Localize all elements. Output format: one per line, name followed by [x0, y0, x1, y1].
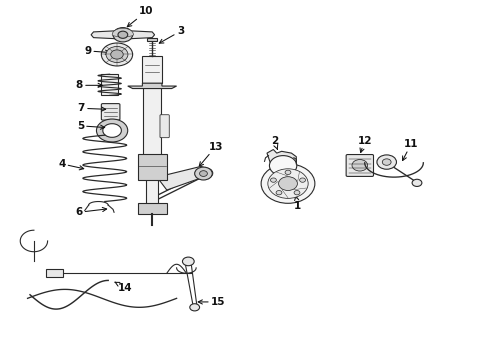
FancyBboxPatch shape [346, 154, 373, 176]
Circle shape [182, 257, 194, 266]
FancyBboxPatch shape [143, 56, 162, 83]
FancyBboxPatch shape [147, 178, 158, 205]
Text: 5: 5 [77, 121, 105, 131]
Text: 8: 8 [76, 80, 102, 90]
FancyBboxPatch shape [138, 203, 167, 214]
Text: 7: 7 [77, 103, 106, 113]
FancyBboxPatch shape [160, 115, 169, 138]
Circle shape [106, 46, 128, 63]
Circle shape [190, 304, 199, 311]
Text: 9: 9 [84, 46, 110, 56]
Text: 1: 1 [294, 196, 301, 211]
Text: 13: 13 [199, 141, 223, 166]
Circle shape [412, 179, 422, 186]
Text: 6: 6 [75, 207, 107, 217]
FancyBboxPatch shape [144, 84, 161, 155]
FancyBboxPatch shape [101, 74, 119, 95]
Circle shape [199, 171, 207, 176]
Circle shape [268, 169, 308, 198]
Polygon shape [128, 83, 176, 89]
Circle shape [382, 159, 391, 165]
Polygon shape [112, 28, 134, 37]
Circle shape [195, 167, 212, 180]
Circle shape [118, 31, 128, 39]
Text: 11: 11 [403, 139, 418, 161]
Text: 15: 15 [198, 297, 225, 307]
Circle shape [285, 170, 291, 175]
Circle shape [270, 178, 276, 182]
Circle shape [352, 159, 368, 171]
Polygon shape [267, 149, 296, 181]
Circle shape [101, 43, 133, 66]
Circle shape [377, 155, 396, 169]
Text: 3: 3 [159, 26, 184, 43]
FancyBboxPatch shape [147, 38, 157, 41]
Circle shape [276, 190, 282, 195]
FancyBboxPatch shape [138, 154, 167, 180]
FancyBboxPatch shape [46, 269, 63, 277]
Text: 12: 12 [358, 136, 372, 153]
Circle shape [113, 28, 133, 42]
Text: 10: 10 [127, 6, 153, 27]
Circle shape [261, 164, 315, 203]
Polygon shape [91, 31, 155, 39]
Circle shape [294, 190, 300, 195]
Circle shape [199, 168, 213, 178]
Text: 14: 14 [115, 282, 133, 293]
FancyBboxPatch shape [101, 104, 120, 120]
Circle shape [299, 178, 305, 182]
Text: 2: 2 [270, 136, 278, 149]
Polygon shape [157, 166, 211, 190]
Wedge shape [97, 119, 128, 142]
Circle shape [279, 177, 297, 190]
Circle shape [111, 50, 123, 59]
Circle shape [270, 156, 297, 176]
Text: 4: 4 [58, 159, 84, 170]
